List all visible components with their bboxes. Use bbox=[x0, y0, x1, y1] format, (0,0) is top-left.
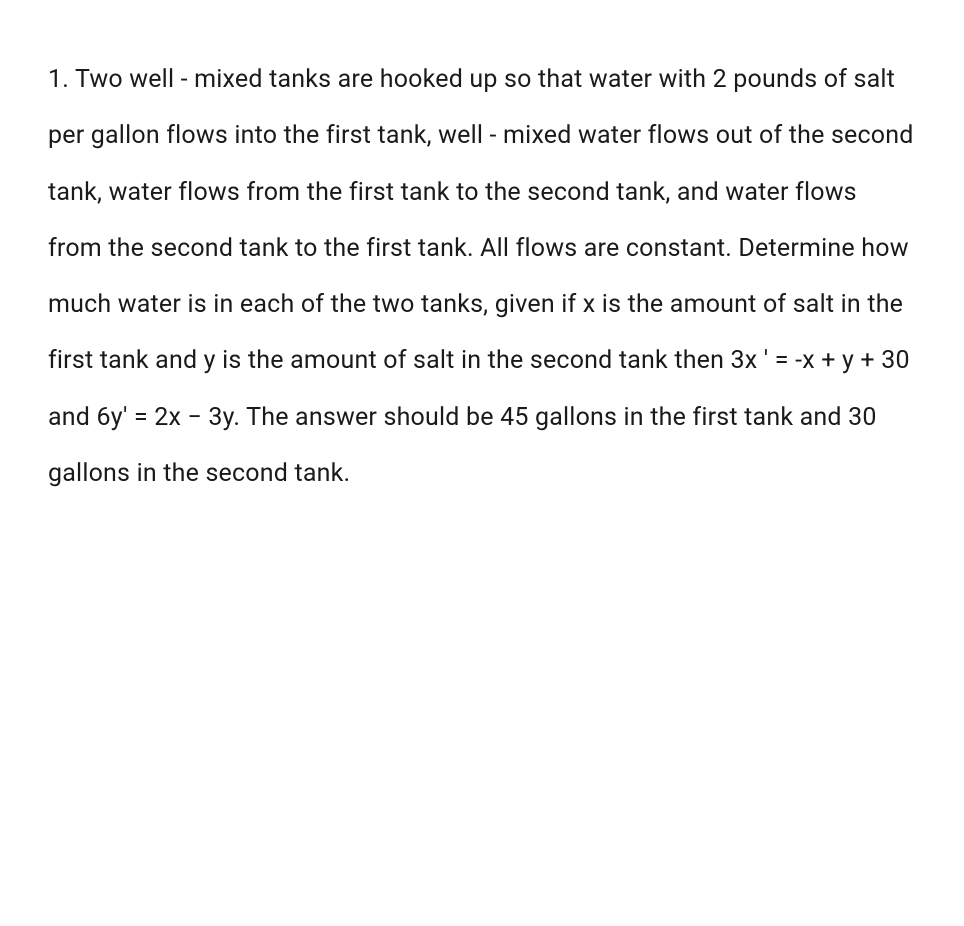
problem-text-2: and bbox=[48, 403, 97, 432]
problem-container: 1. Two well - mixed tanks are hooked up … bbox=[48, 52, 916, 502]
problem-number: 1. bbox=[48, 65, 69, 94]
equation-1: ' = -x + y + 30 bbox=[764, 346, 910, 375]
equation-2: 6y' = 2x − 3y bbox=[97, 403, 234, 432]
problem-text-1: Two well - mixed tanks are hooked up so … bbox=[48, 65, 914, 375]
